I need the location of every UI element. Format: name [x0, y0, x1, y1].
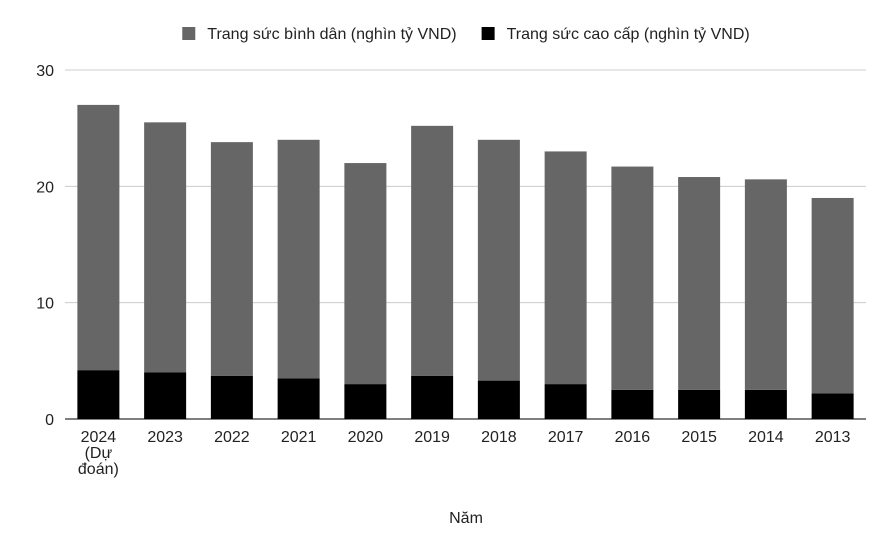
y-tick-label: 30 — [36, 63, 54, 80]
x-tick-label: 2020 — [348, 429, 384, 446]
bar-segment-cao-cap — [811, 393, 854, 419]
x-tick-label: 2014 — [748, 429, 784, 446]
bar-segment-cao-cap — [544, 384, 587, 419]
x-tick-label: 2021 — [281, 429, 317, 446]
x-tick-label: 2024 (Dự đoán) — [78, 429, 119, 478]
bar-segment-cao-cap — [678, 389, 721, 419]
bars — [77, 104, 854, 419]
legend-label: Trang sức cao cấp (nghìn tỷ VND) — [507, 26, 750, 43]
x-tick-label: 2015 — [681, 429, 717, 446]
legend-label: Trang sức bình dân (nghìn tỷ VND) — [207, 26, 456, 43]
x-tick-label: 2019 — [414, 429, 450, 446]
bar-segment-binh-dan — [544, 151, 587, 385]
x-tick-label: 2017 — [548, 429, 584, 446]
bar-segment-cao-cap — [411, 375, 454, 419]
bar-segment-binh-dan — [611, 166, 654, 390]
bar-segment-binh-dan — [811, 197, 854, 394]
bar-segment-binh-dan — [144, 122, 187, 373]
bar-segment-cao-cap — [611, 389, 654, 419]
bar-segment-binh-dan — [678, 177, 721, 390]
bar-segment-binh-dan — [411, 125, 454, 376]
bar-segment-cao-cap — [744, 389, 787, 419]
bar-segment-binh-dan — [344, 163, 387, 385]
legend-swatch — [481, 27, 495, 40]
bar-segment-binh-dan — [210, 142, 253, 376]
x-tick-label: 2018 — [481, 429, 517, 446]
x-axis-label: Năm — [449, 510, 483, 527]
bar-segment-binh-dan — [77, 104, 120, 371]
x-axis-ticks: 2024 (Dự đoán) 2023 2022 2021 2020 2019 2018 2017… — [78, 429, 851, 478]
bar-segment-cao-cap — [344, 384, 387, 419]
x-tick-label: 2022 — [214, 429, 250, 446]
bar-segment-cao-cap — [77, 370, 120, 419]
bar-segment-binh-dan — [277, 139, 320, 379]
bar-segment-binh-dan — [477, 139, 520, 381]
gridlines — [65, 69, 866, 420]
bar-segment-cao-cap — [210, 375, 253, 419]
bar-segment-cao-cap — [477, 380, 520, 419]
bar-segment-cao-cap — [144, 372, 187, 419]
y-axis-ticks: 0 10 20 30 — [36, 63, 54, 429]
y-tick-label: 20 — [36, 179, 54, 196]
y-tick-label: 0 — [45, 412, 54, 429]
bar-segment-cao-cap — [277, 378, 320, 419]
x-tick-label: 2013 — [815, 429, 851, 446]
x-tick-label: 2016 — [615, 429, 651, 446]
bar-segment-binh-dan — [744, 179, 787, 390]
legend-swatch — [182, 27, 196, 40]
legend: Trang sức bình dân (nghìn tỷ VND) Trang s… — [182, 26, 750, 43]
y-tick-label: 10 — [36, 296, 54, 313]
x-tick-label: 2023 — [147, 429, 183, 446]
